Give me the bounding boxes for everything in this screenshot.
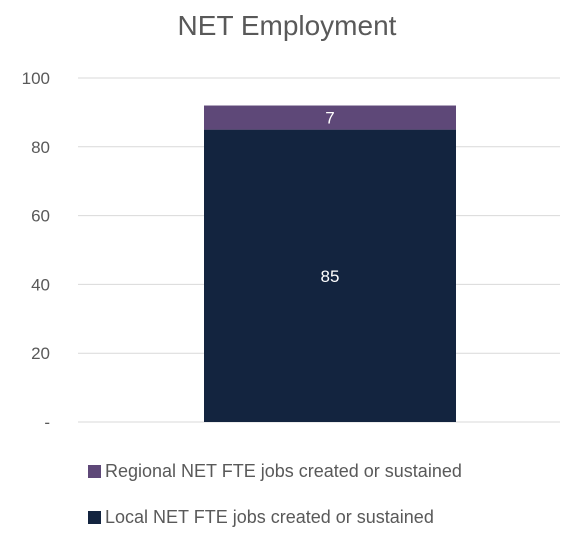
chart-title: NET Employment — [177, 10, 397, 41]
legend-label-regional: Regional NET FTE jobs created or sustain… — [105, 460, 462, 481]
y-tick-label: 80 — [31, 138, 50, 157]
y-tick-label: 20 — [31, 344, 50, 363]
bar-segment-0 — [204, 129, 456, 422]
data-label: 7 — [325, 109, 334, 128]
legend-swatch-local — [88, 510, 101, 524]
y-tick-label: - — [44, 413, 50, 432]
data-label: 85 — [321, 267, 340, 286]
legend-swatch-regional — [88, 464, 101, 478]
chart-plot: - 20 40 60 80 100 85 7 — [22, 69, 560, 432]
y-tick-label: 40 — [31, 275, 50, 294]
bar-segment-1 — [204, 105, 456, 130]
chart: NET Employment - 20 40 60 80 100 85 7 Regional … — [22, 10, 560, 527]
legend-item-regional: Regional NET FTE jobs created or sustain… — [88, 460, 462, 482]
legend-item-local: Local NET FTE jobs created or sustained — [88, 506, 462, 528]
y-tick-label: 100 — [22, 69, 50, 88]
legend-label-local: Local NET FTE jobs created or sustained — [105, 506, 434, 527]
chart-legend: Regional NET FTE jobs created or sustain… — [88, 460, 462, 552]
y-tick-label: 60 — [31, 207, 50, 226]
